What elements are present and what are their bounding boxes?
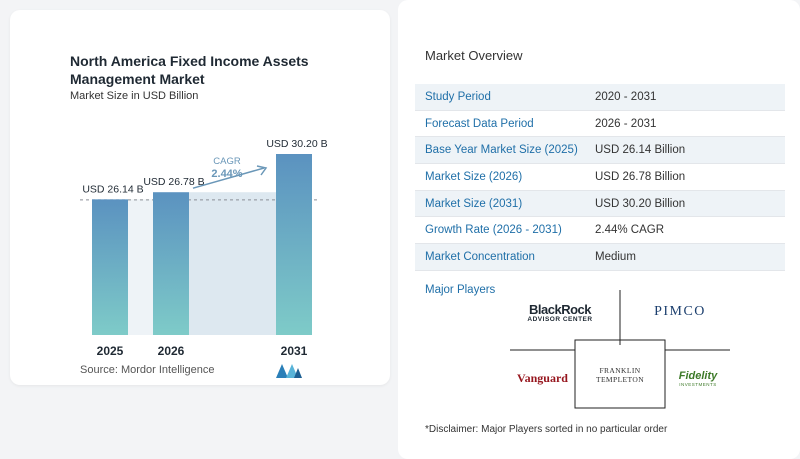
data-label-2025: USD 26.14 B: [82, 183, 143, 195]
overview-row: Growth Rate (2026 - 2031) 2.44% CAGR: [415, 217, 785, 245]
overview-row-value: 2.44% CAGR: [595, 224, 665, 237]
overview-row: Forecast Data Period 2026 - 2031: [415, 111, 785, 138]
overview-row-value: 2020 - 2031: [595, 90, 657, 103]
overview-row-label: Base Year Market Size (2025): [425, 144, 578, 157]
tick-label-2026: 2026: [158, 344, 185, 358]
bar-2031: [276, 154, 312, 335]
overview-row: Market Size (2031) USD 30.20 Billion: [415, 190, 785, 218]
blackrock-logo: BlackRock ADVISOR CENTER: [527, 302, 593, 323]
tick-label-2025: 2025: [97, 344, 124, 358]
overview-row: Study Period 2020 - 2031: [415, 84, 785, 111]
bar-chart: USD 26.14 B 2025 USD 26.78 B 2026 USD 30.20 …: [80, 138, 328, 358]
overview-row: Market Size (2026) USD 26.78 Billion: [415, 164, 785, 191]
cagr-arrow-line: [192, 167, 265, 189]
growth-band: [189, 192, 276, 335]
disclaimer-text: *Disclaimer: Major Players sorted in no …: [425, 424, 668, 435]
vanguard-logo: Vanguard: [517, 371, 568, 385]
overview-row-label: Growth Rate (2026 - 2031): [425, 224, 562, 237]
data-label-2026: USD 26.78 B: [143, 176, 204, 188]
band-2025-2026: [128, 199, 153, 335]
bar-2025: [92, 199, 128, 335]
overview-row-value: 2026 - 2031: [595, 117, 657, 130]
tick-label-2031: 2031: [281, 344, 308, 358]
source-text: Source: Mordor Intelligence: [80, 364, 215, 376]
overview-table: Study Period 2020 - 2031 Forecast Data Per…: [415, 84, 785, 271]
overview-row-label: Market Size (2026): [425, 170, 523, 183]
overview-row-value: Medium: [595, 250, 636, 263]
overview-row-value: USD 30.20 Billion: [595, 197, 686, 210]
bar-2026: [153, 192, 189, 335]
overview-row-value: USD 26.78 Billion: [595, 170, 686, 183]
fidelity-logo: Fidelity INVESTMENTS: [678, 370, 718, 387]
overview-card: [398, 0, 800, 459]
overview-row-label: Market Concentration: [425, 250, 535, 263]
overview-row-label: Forecast Data Period: [425, 117, 534, 130]
data-label-2031: USD 30.20 B: [266, 138, 327, 150]
players-grid-lines: [510, 290, 730, 409]
overview-row-label: Market Size (2031): [425, 197, 523, 210]
chart-title: North America Fixed Income Assets Manage…: [70, 53, 309, 87]
chart-subtitle: Market Size in USD Billion: [70, 90, 199, 102]
overview-row-value: USD 26.14 Billion: [595, 144, 686, 157]
overview-row-label: Study Period: [425, 90, 491, 103]
mordor-logo-icon: [276, 364, 302, 378]
overview-row: Base Year Market Size (2025) USD 26.14 Bi…: [415, 137, 785, 165]
cagr-value: 2.44%: [211, 168, 242, 180]
franklin-templeton-logo: FRANKLIN TEMPLETON: [595, 366, 645, 384]
cagr-arrowhead: [256, 165, 268, 176]
cagr-label: CAGR: [213, 156, 241, 167]
major-players-title: Major Players: [425, 284, 496, 296]
overview-row: Market Concentration Medium: [415, 244, 785, 271]
pimco-logo: PIMCO: [654, 304, 706, 319]
overview-title: Market Overview: [425, 48, 523, 63]
